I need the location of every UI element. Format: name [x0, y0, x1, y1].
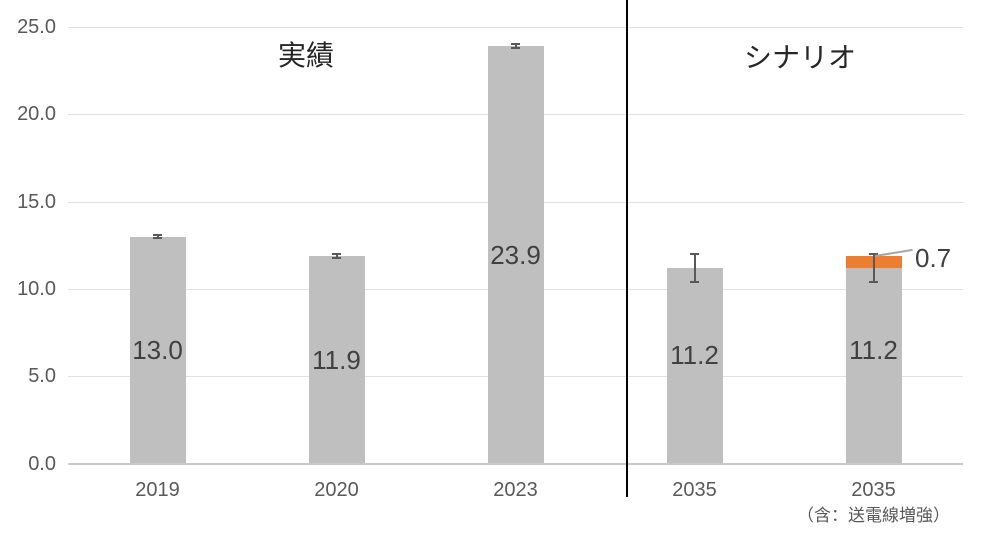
section-title-actual: 実績 — [277, 40, 335, 71]
error-bar-cap-top — [153, 233, 162, 236]
error-bar-line — [156, 235, 159, 238]
y-axis-tick-label: 25.0 — [17, 16, 56, 38]
stack-annotation-label: 0.7 — [915, 243, 952, 273]
error-bar-cap-top — [690, 252, 699, 255]
gridline — [68, 27, 963, 28]
error-bar-cap-bottom — [153, 237, 162, 240]
error-bar-line — [335, 254, 338, 257]
section-title-scenario: シナリオ — [743, 42, 857, 73]
error-bar-line — [872, 254, 875, 282]
x-axis-label: 2035 — [851, 479, 896, 501]
error-bar-cap-top — [511, 43, 520, 46]
x-axis-line — [68, 462, 963, 465]
error-bar-cap-bottom — [511, 47, 520, 50]
y-axis-tick-label: 0.0 — [28, 452, 56, 475]
error-bar-cap-bottom — [690, 281, 699, 284]
error-bar-line — [693, 254, 696, 282]
error-bar-cap-bottom — [332, 256, 341, 259]
bar-segment-gray — [487, 46, 544, 464]
bar-value-label: 11.2 — [849, 334, 898, 365]
error-bar-cap-bottom — [869, 281, 878, 284]
y-axis-tick-label: 20.0 — [17, 103, 56, 126]
error-bar-cap-top — [332, 252, 341, 255]
bar-value-label: 13.0 — [132, 335, 183, 365]
x-axis-label: 2020 — [314, 479, 359, 501]
x-axis-label: 2019 — [135, 479, 180, 501]
section-divider-line — [626, 0, 628, 497]
x-axis-sublabel: （含：送電線増強） — [797, 506, 950, 525]
bar-segment-gray — [666, 267, 723, 464]
x-axis-label: 2035 — [672, 479, 717, 501]
bar-segment-gray — [308, 255, 365, 464]
error-bar-cap-top — [869, 252, 878, 255]
bar-segment-gray — [129, 236, 186, 464]
bar-value-label: 11.9 — [312, 344, 361, 375]
y-axis-tick-label: 15.0 — [17, 190, 56, 213]
error-bar-line — [514, 45, 517, 48]
bar-value-label: 23.9 — [490, 239, 541, 270]
y-axis-tick-label: 5.0 — [28, 365, 56, 388]
bar-segment-gray — [845, 267, 902, 464]
bar-value-label: 11.2 — [670, 339, 719, 370]
x-axis-label: 2023 — [493, 479, 538, 501]
y-axis-tick-label: 10.0 — [17, 277, 56, 300]
